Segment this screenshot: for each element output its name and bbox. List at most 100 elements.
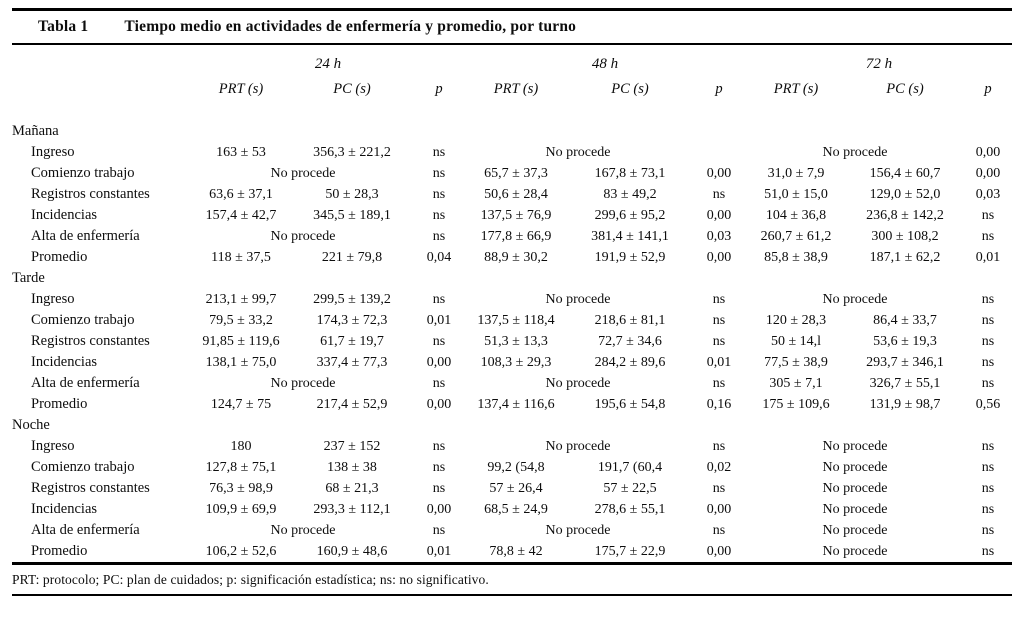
prt-value: 109,9 ± 69,9 — [205, 501, 277, 517]
prt-value: 138,1 ± 75,0 — [205, 354, 277, 370]
activity-label: Ingreso — [31, 291, 75, 307]
pc-value: 156,4 ± 60,7 — [869, 165, 941, 181]
table-caption: Tabla 1 Tiempo medio en actividades de en… — [12, 11, 1012, 43]
no-procede-cell: No procede — [822, 480, 888, 496]
p-value: 0,03 — [975, 186, 1001, 202]
pc-value: 300 ± 108,2 — [871, 228, 939, 244]
p-value: ns — [432, 186, 446, 202]
pc-value: 191,7 (60,4 — [597, 459, 663, 475]
p-value: ns — [981, 333, 995, 349]
table-row: Promedio 118 ± 37,5 221 ± 79,8 0,04 88,9 ± 3… — [12, 247, 1012, 268]
pc-value: 86,4 ± 33,7 — [873, 312, 937, 328]
pc-value: 50 ± 28,3 — [325, 186, 379, 202]
col-group-48h: 48 h — [591, 56, 619, 72]
activity-label: Alta de enfermería — [31, 228, 140, 244]
p-value: ns — [981, 375, 995, 391]
p-value: 0,16 — [706, 396, 732, 412]
pc-value: 160,9 ± 48,6 — [316, 543, 388, 559]
top-rule — [12, 8, 1012, 11]
p-value: ns — [432, 207, 446, 223]
activity-label: Promedio — [31, 543, 88, 559]
col-header-p-24h: p — [435, 80, 443, 97]
p-value: ns — [712, 333, 726, 349]
no-procede-cell: No procede — [545, 291, 611, 307]
no-procede-cell: No procede — [822, 459, 888, 475]
prt-value: 108,3 ± 29,3 — [480, 354, 552, 370]
pc-value: 138 ± 38 — [327, 459, 377, 475]
pc-value: 221 ± 79,8 — [321, 249, 383, 265]
pc-value: 174,3 ± 72,3 — [316, 312, 388, 328]
col-header-prt-48h: PRT (s) — [493, 80, 539, 97]
prt-value: 137,4 ± 116,6 — [477, 396, 555, 412]
prt-value: 78,8 ± 42 — [489, 543, 543, 559]
col-header-p-48h: p — [715, 80, 723, 97]
pc-value: 237 ± 152 — [323, 438, 381, 454]
table-row: Registros constantes 63,6 ± 37,1 50 ± 28,3… — [12, 184, 1012, 205]
pc-value: 293,7 ± 346,1 — [866, 354, 944, 370]
no-procede-cell: No procede — [270, 522, 336, 538]
group-header-row: 24 h 48 h 72 h — [12, 45, 1012, 75]
p-value: ns — [981, 543, 995, 559]
p-value: ns — [432, 144, 446, 160]
pc-value: 345,5 ± 189,1 — [313, 207, 391, 223]
prt-value: 106,2 ± 52,6 — [205, 543, 277, 559]
prt-value: 88,9 ± 30,2 — [484, 249, 548, 265]
p-value: ns — [432, 228, 446, 244]
prt-value: 104 ± 36,8 — [765, 207, 827, 223]
pc-value: 191,9 ± 52,9 — [594, 249, 666, 265]
prt-value: 85,8 ± 38,9 — [764, 249, 828, 265]
no-procede-cell: No procede — [270, 228, 336, 244]
p-value: ns — [432, 333, 446, 349]
activity-label: Ingreso — [31, 438, 75, 454]
section-row: Noche — [12, 415, 1012, 436]
col-header-pc-24h: PC (s) — [333, 80, 371, 97]
prt-value: 118 ± 37,5 — [211, 249, 271, 265]
p-value: ns — [712, 375, 726, 391]
table-row: Alta de enfermería No procede ns No procede… — [12, 373, 1012, 394]
col-header-prt-24h: PRT (s) — [218, 80, 264, 97]
pc-value: 83 ± 49,2 — [603, 186, 657, 202]
table-footnote: PRT: protocolo; PC: plan de cuidados; p:… — [12, 572, 489, 587]
prt-value: 99,2 (54,8 — [487, 459, 545, 475]
prt-value: 63,6 ± 37,1 — [209, 186, 273, 202]
table-row: Promedio 106,2 ± 52,6 160,9 ± 48,6 0,01 78,8… — [12, 541, 1012, 562]
p-value: 0,01 — [706, 354, 732, 370]
table-row: Promedio 124,7 ± 75 217,4 ± 52,9 0,00 137,4 … — [12, 394, 1012, 415]
col-group-24h: 24 h — [314, 56, 342, 72]
p-value — [692, 142, 746, 163]
caption-rule — [12, 43, 1012, 45]
prt-value: 124,7 ± 75 — [210, 396, 272, 412]
no-procede-cell: No procede — [545, 438, 611, 454]
p-value: 0,00 — [706, 165, 732, 181]
pc-value: 299,6 ± 95,2 — [594, 207, 666, 223]
pc-value: 326,7 ± 55,1 — [869, 375, 941, 391]
prt-value: 137,5 ± 76,9 — [480, 207, 552, 223]
p-value: 0,01 — [975, 249, 1001, 265]
table-row: Comienzo trabajo No procede ns 65,7 ± 37,3 1… — [12, 163, 1012, 184]
prt-value: 305 ± 7,1 — [769, 375, 823, 391]
table-row: Registros constantes 76,3 ± 98,9 68 ± 21,3… — [12, 478, 1012, 499]
activity-label: Incidencias — [31, 501, 98, 517]
prt-value: 77,5 ± 38,9 — [764, 354, 828, 370]
p-value: 0,56 — [975, 396, 1001, 412]
pc-value: 236,8 ± 142,2 — [866, 207, 944, 223]
pc-value: 218,6 ± 81,1 — [594, 312, 666, 328]
pc-value: 129,0 ± 52,0 — [869, 186, 941, 202]
prt-value: 31,0 ± 7,9 — [767, 165, 825, 181]
activity-label: Comienzo trabajo — [31, 165, 135, 181]
p-value: ns — [712, 480, 726, 496]
activity-label: Alta de enfermería — [31, 375, 140, 391]
p-value: ns — [432, 522, 446, 538]
p-value: ns — [712, 312, 726, 328]
no-procede-cell: No procede — [822, 522, 888, 538]
p-value: 0,00 — [706, 543, 732, 559]
activity-label: Registros constantes — [31, 480, 150, 496]
prt-value: 50 ± 14,l — [770, 333, 822, 349]
no-procede-cell: No procede — [545, 375, 611, 391]
pc-value: 175,7 ± 22,9 — [594, 543, 666, 559]
pc-value: 187,1 ± 62,2 — [869, 249, 941, 265]
p-value: ns — [981, 501, 995, 517]
activity-label: Incidencias — [31, 207, 98, 223]
prt-value: 127,8 ± 75,1 — [205, 459, 277, 475]
p-value: ns — [981, 312, 995, 328]
